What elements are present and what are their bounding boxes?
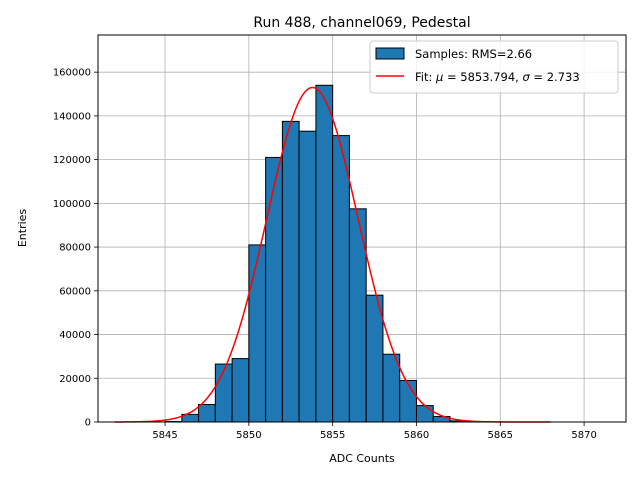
chart-title: Run 488, channel069, Pedestal xyxy=(253,15,470,31)
histogram-bar xyxy=(214,363,233,423)
histogram-bar xyxy=(382,353,401,423)
histogram-bar xyxy=(332,135,350,423)
histogram-bar xyxy=(248,244,267,423)
x-tick-label: 5860 xyxy=(404,430,429,441)
plot-frame xyxy=(97,34,627,423)
histogram-bar xyxy=(198,404,216,423)
x-tick-label: 5865 xyxy=(488,430,513,441)
legend: Samples: RMS=2.66 Fit: μ = 5853.794, σ =… xyxy=(369,40,619,94)
legend-histogram-label: Samples: RMS=2.66 xyxy=(415,47,532,61)
x-axis-label: ADC Counts xyxy=(329,452,395,465)
y-tick-label: 40000 xyxy=(59,330,91,341)
legend-fit-label: Fit: μ = 5853.794, σ = 2.733 xyxy=(415,70,580,84)
y-tick-label: 120000 xyxy=(53,155,91,166)
x-axis-ticks: 5845 5850 5855 5860 5865 5870 xyxy=(152,422,597,441)
histogram-bar xyxy=(315,84,334,423)
y-tick-label: 100000 xyxy=(53,199,91,210)
x-tick-label: 5850 xyxy=(236,430,261,441)
legend-box xyxy=(369,40,619,94)
histogram-bars xyxy=(164,84,468,423)
y-axis-ticks: 0 20000 40000 60000 80000 100000 120000 140000 1… xyxy=(53,68,98,429)
histogram-bar xyxy=(399,379,417,423)
histogram-bar xyxy=(231,358,250,423)
histogram-bar xyxy=(265,156,283,423)
grid-lines xyxy=(98,35,626,423)
histogram-bar xyxy=(415,405,434,423)
x-tick-label: 5870 xyxy=(571,430,596,441)
histogram-bar xyxy=(298,130,317,423)
y-tick-label: 60000 xyxy=(59,286,91,297)
legend-histogram-swatch xyxy=(375,47,405,60)
histogram-bar xyxy=(365,294,384,423)
y-tick-label: 80000 xyxy=(59,243,91,254)
y-tick-label: 140000 xyxy=(53,111,91,122)
y-axis-label: Entries xyxy=(16,209,29,248)
x-tick-label: 5855 xyxy=(320,430,345,441)
x-tick-label: 5845 xyxy=(152,430,177,441)
y-tick-label: 0 xyxy=(85,418,91,429)
y-tick-label: 20000 xyxy=(59,374,91,385)
histogram-bar xyxy=(281,120,300,423)
y-tick-label: 160000 xyxy=(53,68,91,79)
